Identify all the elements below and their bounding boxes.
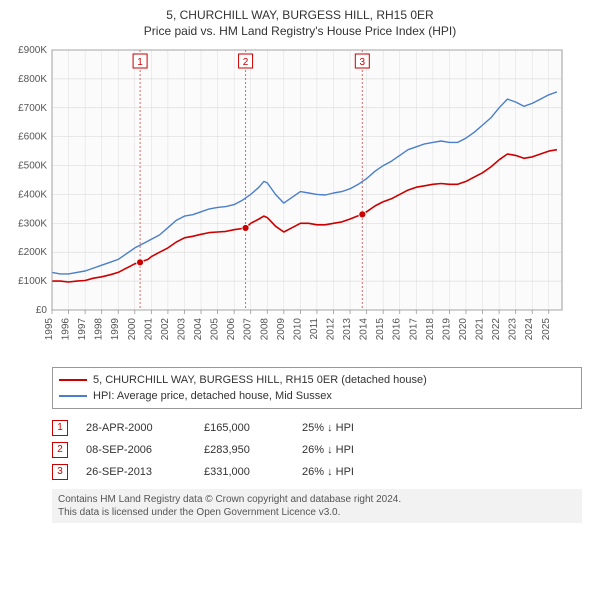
- svg-text:1997: 1997: [77, 318, 88, 341]
- svg-text:2014: 2014: [359, 318, 370, 341]
- svg-text:£500K: £500K: [18, 161, 47, 172]
- svg-text:2009: 2009: [276, 318, 287, 341]
- chart-plot-area: £0 £100K £200K £300K £400K £500K £600K £700K £80…: [10, 44, 590, 359]
- footer: Contains HM Land Registry data © Crown c…: [52, 489, 582, 523]
- svg-text:£200K: £200K: [18, 247, 47, 258]
- sale-date: 26-SEP-2013: [86, 466, 186, 478]
- chart-svg: £0 £100K £200K £300K £400K £500K £600K £700K £80…: [10, 44, 570, 354]
- sale-row: 1 28-APR-2000 £165,000 25% ↓ HPI: [52, 417, 582, 439]
- svg-text:2021: 2021: [475, 318, 486, 341]
- svg-text:2000: 2000: [127, 318, 138, 341]
- svg-text:3: 3: [360, 57, 366, 68]
- svg-text:2002: 2002: [160, 318, 171, 341]
- svg-text:2016: 2016: [392, 318, 403, 341]
- sale-price: £283,950: [204, 444, 284, 456]
- sale-row: 2 08-SEP-2006 £283,950 26% ↓ HPI: [52, 439, 582, 461]
- svg-text:2011: 2011: [309, 318, 320, 340]
- legend-item-hpi: HPI: Average price, detached house, Mid …: [59, 388, 575, 404]
- sale-date: 08-SEP-2006: [86, 444, 186, 456]
- chart-subtitle: Price paid vs. HM Land Registry's House …: [10, 24, 590, 38]
- legend-label: 5, CHURCHILL WAY, BURGESS HILL, RH15 0ER…: [93, 372, 427, 388]
- footer-line: Contains HM Land Registry data © Crown c…: [58, 493, 576, 506]
- svg-text:2010: 2010: [292, 318, 303, 341]
- svg-text:£0: £0: [36, 305, 48, 316]
- svg-text:2017: 2017: [408, 318, 419, 341]
- sales-table: 1 28-APR-2000 £165,000 25% ↓ HPI 2 08-SE…: [52, 417, 582, 483]
- svg-text:2013: 2013: [342, 318, 353, 341]
- svg-text:2012: 2012: [325, 318, 336, 341]
- svg-text:2018: 2018: [425, 318, 436, 341]
- svg-text:2: 2: [243, 57, 249, 68]
- svg-text:1995: 1995: [44, 318, 55, 341]
- svg-text:1996: 1996: [61, 318, 72, 341]
- footer-line: This data is licensed under the Open Gov…: [58, 506, 576, 519]
- sale-price: £331,000: [204, 466, 284, 478]
- svg-text:£100K: £100K: [18, 276, 47, 287]
- legend-item-property: 5, CHURCHILL WAY, BURGESS HILL, RH15 0ER…: [59, 372, 575, 388]
- svg-text:2022: 2022: [491, 318, 502, 341]
- svg-text:1999: 1999: [110, 318, 121, 341]
- svg-text:1: 1: [137, 57, 143, 68]
- svg-text:2015: 2015: [375, 318, 386, 341]
- svg-text:2025: 2025: [541, 318, 552, 341]
- svg-text:2008: 2008: [259, 318, 270, 341]
- svg-text:2024: 2024: [524, 318, 535, 341]
- svg-text:£800K: £800K: [18, 74, 47, 85]
- sale-diff: 26% ↓ HPI: [302, 466, 392, 478]
- sale-price: £165,000: [204, 422, 284, 434]
- svg-text:£700K: £700K: [18, 103, 47, 114]
- legend: 5, CHURCHILL WAY, BURGESS HILL, RH15 0ER…: [52, 367, 582, 409]
- legend-swatch-property: [59, 379, 87, 381]
- svg-text:£300K: £300K: [18, 218, 47, 229]
- svg-text:£600K: £600K: [18, 132, 47, 143]
- svg-text:2023: 2023: [508, 318, 519, 341]
- svg-text:2005: 2005: [210, 318, 221, 341]
- sale-row: 3 26-SEP-2013 £331,000 26% ↓ HPI: [52, 461, 582, 483]
- svg-text:2001: 2001: [143, 318, 154, 341]
- sale-marker-icon: 1: [52, 420, 68, 436]
- sale-marker-icon: 2: [52, 442, 68, 458]
- legend-swatch-hpi: [59, 395, 87, 397]
- svg-text:£400K: £400K: [18, 189, 47, 200]
- legend-label: HPI: Average price, detached house, Mid …: [93, 388, 332, 404]
- svg-text:2003: 2003: [176, 318, 187, 341]
- svg-text:1998: 1998: [94, 318, 105, 341]
- svg-text:2004: 2004: [193, 318, 204, 341]
- chart-title: 5, CHURCHILL WAY, BURGESS HILL, RH15 0ER: [10, 8, 590, 22]
- svg-text:2006: 2006: [226, 318, 237, 341]
- sale-diff: 25% ↓ HPI: [302, 422, 392, 434]
- svg-text:2020: 2020: [458, 318, 469, 341]
- chart-container: 5, CHURCHILL WAY, BURGESS HILL, RH15 0ER…: [0, 0, 600, 529]
- sale-diff: 26% ↓ HPI: [302, 444, 392, 456]
- svg-text:2019: 2019: [441, 318, 452, 341]
- svg-text:£900K: £900K: [18, 45, 47, 56]
- svg-text:2007: 2007: [243, 318, 254, 341]
- sale-marker-icon: 3: [52, 464, 68, 480]
- sale-date: 28-APR-2000: [86, 422, 186, 434]
